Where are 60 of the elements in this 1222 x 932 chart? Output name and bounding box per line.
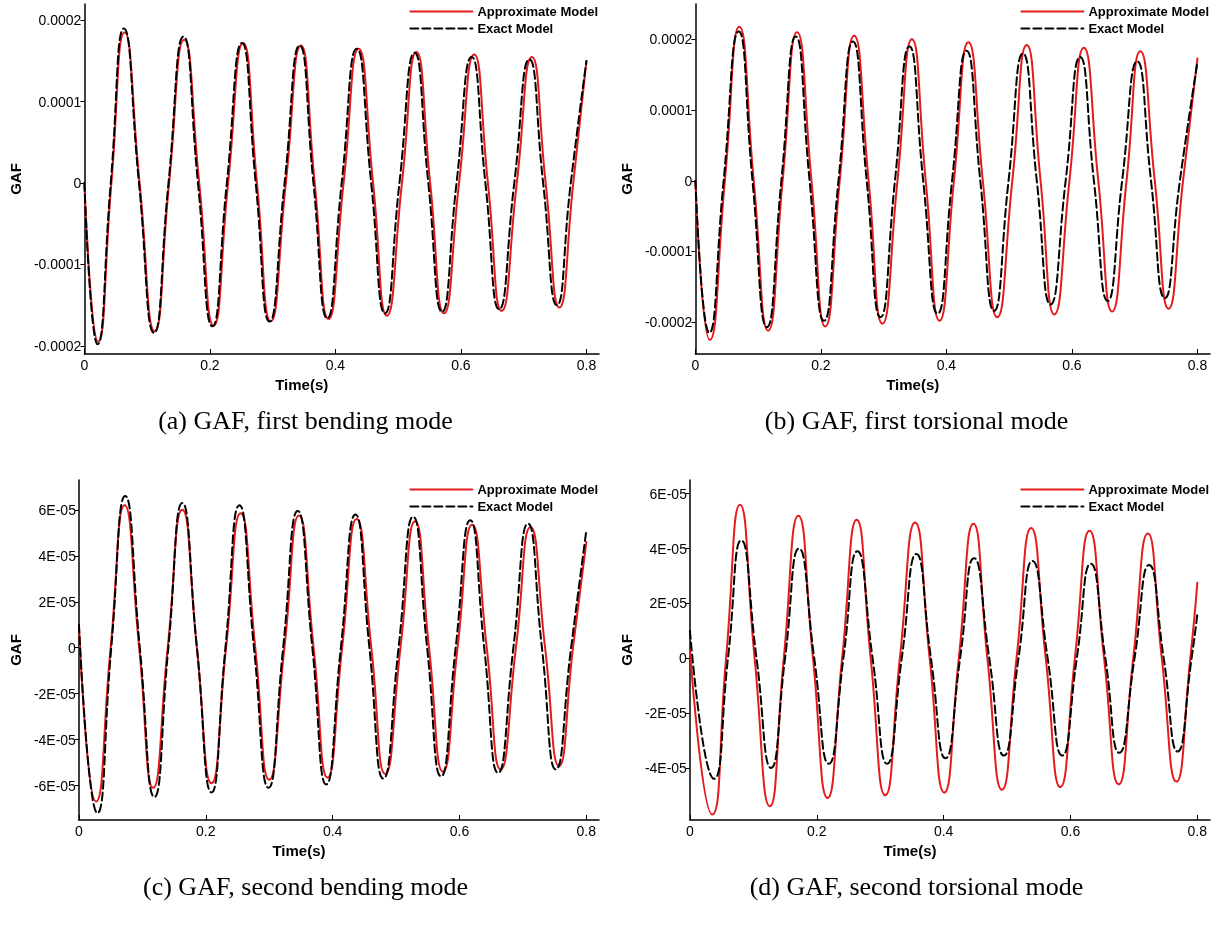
y-axis-title: GAF	[618, 163, 635, 195]
x-axis-title: Time(s)	[275, 375, 329, 393]
x-tick-label: 0.4	[322, 823, 343, 839]
y-tick-label: -2E-05	[644, 705, 688, 722]
y-tick-label: 6E-05	[38, 501, 77, 518]
x-tick-label: 0.2	[196, 823, 216, 839]
y-tick-label: 0	[684, 172, 693, 189]
y-tick-label: -0.0002	[33, 337, 82, 354]
y-tick-label: 0	[679, 650, 688, 667]
y-tick-label: 0	[73, 175, 82, 192]
y-tick-label: 2E-05	[649, 595, 688, 612]
text: (a) GAF, first bending mode	[158, 405, 453, 435]
y-tick-label: -2E-05	[33, 685, 77, 702]
legend-label: Exact Model	[477, 499, 554, 514]
text: (d) GAF, second torsional mode	[749, 871, 1084, 901]
x-tick-label: 0.4	[936, 357, 957, 373]
y-tick-label: 0.0001	[649, 102, 693, 119]
line-series	[688, 503, 1199, 816]
legend-label: Exact Model	[1088, 21, 1165, 36]
x-tick-label: 0.4	[325, 357, 346, 373]
legend-label: Approximate Model	[477, 482, 598, 497]
y-tick-label: -4E-05	[33, 731, 77, 748]
x-tick-label: 0.8	[576, 357, 597, 373]
y-tick-label: 0.0001	[38, 93, 82, 110]
legend-label: Approximate Model	[1088, 4, 1209, 19]
text: (c) GAF, second bending mode	[142, 871, 469, 901]
y-axis-title: GAF	[7, 163, 24, 195]
x-tick-label: 0.2	[807, 823, 827, 839]
x-tick-label: 0.6	[1062, 357, 1082, 373]
x-axis-title: Time(s)	[886, 375, 940, 393]
y-tick-label: 0.0002	[38, 12, 82, 29]
y-tick-label: 6E-05	[649, 485, 688, 502]
x-tick-label: 0.2	[200, 357, 220, 373]
x-tick-label: 0.6	[449, 823, 470, 839]
y-tick-label: 4E-05	[38, 547, 77, 564]
y-axis-title: GAF	[7, 634, 24, 666]
x-tick-label: 0.4	[933, 823, 954, 839]
y-tick-label: -4E-05	[644, 759, 688, 776]
legend-label: Exact Model	[477, 21, 554, 36]
text: (b) GAF, first torsional mode	[764, 405, 1069, 435]
y-tick-label: -0.0001	[33, 256, 82, 273]
legend-label: Approximate Model	[477, 4, 598, 19]
y-tick-label: 2E-05	[38, 593, 77, 610]
x-tick-label: 0.8	[1187, 823, 1208, 839]
x-tick-label: 0.8	[576, 823, 597, 839]
x-tick-label: 0.6	[451, 357, 471, 373]
y-tick-label: 4E-05	[649, 540, 688, 557]
legend-label: Exact Model	[1088, 499, 1165, 514]
y-tick-label: -6E-05	[33, 777, 77, 794]
x-axis-title: Time(s)	[883, 841, 937, 859]
y-tick-label: -0.0001	[644, 243, 693, 260]
y-tick-label: 0	[68, 639, 77, 656]
x-tick-label: 0.2	[811, 357, 831, 373]
x-tick-label: 0.8	[1187, 357, 1208, 373]
y-tick-label: 0.0002	[649, 31, 693, 48]
x-tick-label: 0.6	[1060, 823, 1081, 839]
y-tick-label: -0.0002	[644, 314, 693, 331]
legend-label: Approximate Model	[1088, 482, 1209, 497]
x-axis-title: Time(s)	[272, 841, 326, 859]
y-axis-title: GAF	[618, 634, 635, 666]
